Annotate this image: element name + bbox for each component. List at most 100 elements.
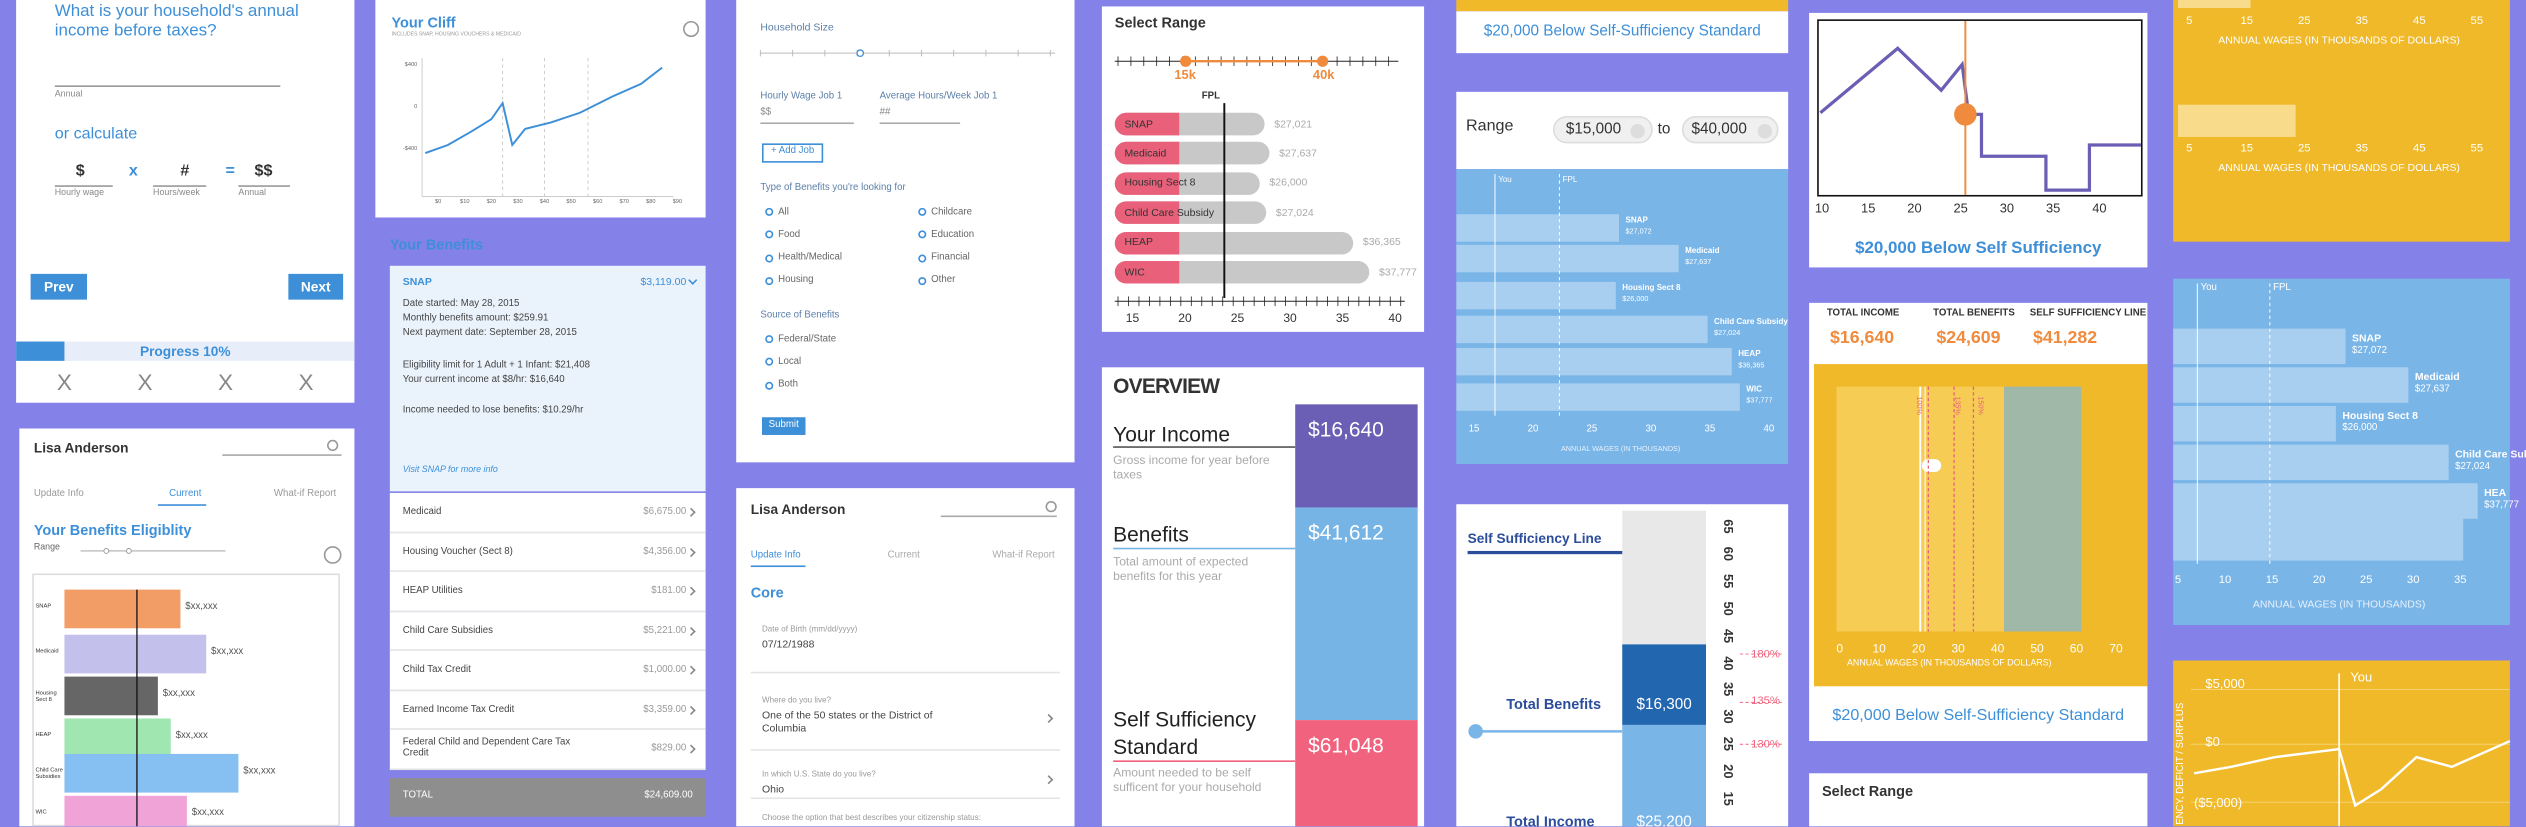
field-label: Hourly Wage Job 1 [760, 91, 843, 102]
radio[interactable] [765, 358, 774, 367]
radio[interactable] [765, 230, 774, 239]
y-tick-label: -$400 [402, 144, 418, 152]
x-tick-label: 45 [2413, 16, 2426, 28]
x-mark: X [137, 368, 153, 395]
input-line [54, 185, 113, 187]
radio-label[interactable]: Other [931, 276, 956, 286]
radio-label[interactable]: Food [778, 230, 801, 240]
benefit-row[interactable] [389, 492, 706, 533]
next-label[interactable]: Next [300, 278, 331, 295]
search-line [222, 454, 342, 456]
benefit-row[interactable] [389, 690, 706, 730]
benefit-amount: $6,675.00 [643, 507, 687, 518]
add-job-button[interactable] [761, 143, 824, 163]
benefit-row[interactable] [389, 611, 706, 651]
y-tick-label: $0 [2205, 734, 2220, 750]
bar-value: $xx,xxx [185, 602, 218, 613]
bar-label: HEAP [1124, 236, 1153, 249]
input-line [153, 185, 207, 187]
tab[interactable]: What-if Report [273, 489, 337, 500]
next-button[interactable] [288, 273, 344, 300]
bar-value: $27,072 [1625, 227, 1652, 236]
radio-label[interactable]: Financial [931, 253, 970, 263]
field-row[interactable] [750, 683, 1061, 751]
field-row[interactable] [750, 612, 1061, 674]
user-name: Lisa Anderson [33, 439, 129, 456]
benefit-amount: $181.00 [651, 586, 687, 597]
radio[interactable] [765, 335, 774, 344]
card-subtitle: INCLUDES SNAP, HOUSING VOUCHERS & MEDICA… [391, 30, 521, 38]
dropdown-value[interactable]: $15,000 [1565, 120, 1622, 139]
prev-label[interactable]: Prev [43, 278, 74, 295]
snap-detail [389, 265, 706, 492]
tab[interactable]: What-if Report [992, 550, 1055, 561]
bar [1456, 347, 1732, 376]
select-range-card [1809, 773, 2148, 827]
field-value: Ohio [761, 784, 785, 796]
form-card [736, 0, 1075, 463]
column-segment [1622, 510, 1707, 645]
benefit-row[interactable] [389, 532, 706, 572]
benefit-row[interactable] [389, 650, 706, 691]
radio[interactable] [918, 230, 927, 239]
section-title: Your Benefits Eligiblity [33, 521, 192, 539]
bar-label: WIC [1746, 385, 1762, 395]
x-tick-label: 40 [1990, 641, 2005, 656]
x-tick-label: 30 [1999, 201, 2015, 216]
bar-label: WIC [35, 808, 47, 816]
radio[interactable] [765, 276, 774, 285]
radio[interactable] [765, 253, 774, 262]
search-icon [327, 439, 339, 452]
x-tick-label: 25 [2298, 143, 2311, 155]
radio-label[interactable]: Both [778, 380, 798, 391]
button-label[interactable]: + Add Job [770, 146, 815, 157]
radio-label[interactable]: Housing [778, 276, 814, 286]
radio-label[interactable]: Federal/State [778, 334, 837, 344]
card-title: Select Range [1114, 14, 1206, 31]
header-amount: $41,282 [2033, 328, 2098, 348]
radio-label[interactable]: Childcare [931, 207, 972, 217]
radio-label[interactable]: All [778, 207, 789, 217]
button-label[interactable]: Submit [768, 420, 799, 431]
field-value: 07/12/1988 [761, 639, 815, 651]
radio[interactable] [765, 381, 774, 390]
x-tick-label: 10 [1872, 641, 1886, 656]
radio[interactable] [918, 253, 927, 262]
bar-label: Housing Sect 8 [2342, 410, 2419, 423]
radio[interactable] [918, 276, 927, 285]
tab[interactable]: Current [169, 489, 202, 500]
placeholder: $$ [760, 107, 772, 118]
dropdown-value[interactable]: $40,000 [1691, 120, 1747, 139]
x-tick-label: 20 [1527, 425, 1539, 435]
bar-label: Child Care Subsidies [35, 766, 63, 781]
bar-segment [1114, 260, 1180, 284]
x-tick-label: 20 [1907, 201, 1922, 216]
banner [1456, 11, 1789, 54]
radio[interactable] [918, 207, 927, 216]
benefit-row[interactable] [389, 571, 706, 612]
card-title: Your Cliff [391, 14, 456, 31]
slider-knob [1921, 459, 1942, 473]
radio[interactable] [765, 207, 774, 216]
tab[interactable]: Update Info [750, 550, 801, 561]
detail-line: Next payment date: September 28, 2015 [402, 328, 577, 339]
bar-value: $37,777 [1378, 266, 1417, 278]
tab[interactable]: Update Info [33, 489, 84, 500]
income-card [16, 0, 355, 403]
ss-rule [1467, 550, 1707, 554]
field-row[interactable] [750, 757, 1061, 800]
prev-button[interactable] [30, 273, 87, 300]
bar-label: Child Care Subsidy [2455, 449, 2526, 461]
radio-label[interactable]: Health/Medical [778, 253, 843, 263]
radio-label[interactable]: Local [778, 357, 802, 367]
benefit-row[interactable] [389, 729, 706, 770]
benefit-name: Housing Voucher (Sect 8) [402, 546, 513, 557]
search-line [940, 515, 1057, 518]
tab[interactable]: Current [887, 550, 920, 561]
percent-label: 130% [1751, 739, 1780, 751]
submit-button[interactable] [761, 417, 806, 435]
bar-label: SNAP [2352, 333, 2382, 345]
benefit-name: Child Care Subsidies [402, 625, 494, 636]
link[interactable]: Visit SNAP for more info [402, 465, 498, 476]
radio-label[interactable]: Education [931, 230, 975, 240]
